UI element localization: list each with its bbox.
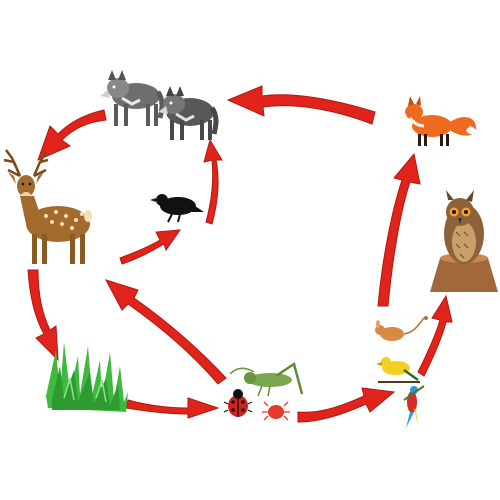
deer-icon [3,149,92,264]
arrow-wolves-to-deer [37,109,107,161]
mouse-icon [375,316,428,341]
arrow-fox-to-wolves [226,85,376,125]
arrow-insects-to-small-animals [297,387,396,423]
insects-icon [223,361,304,421]
grasshopper-icon [229,361,304,397]
grass-icon [46,342,128,412]
arrow-small-animals-to-owl [417,294,453,377]
crow-icon [150,194,204,223]
yellow-bird-icon [376,357,420,383]
arrow-deer-to-crow [119,229,182,265]
wolf-pair-icon [100,70,219,140]
arrow-grass-to-insects [125,397,220,419]
wolf-icon [158,86,219,140]
parrot-icon [403,385,425,428]
owl-icon [430,190,498,292]
ladybug-icon [223,389,253,417]
small-animals-icon [375,316,428,428]
arrows-layer [27,85,453,423]
fox-icon [398,96,477,146]
arrow-crow-to-wolves [203,138,223,225]
arrow-deer-to-grass [27,269,59,362]
mite-icon [262,401,290,421]
wolf-icon [100,70,165,126]
arrow-insects-to-deer [104,279,227,385]
arrow-small-animals-to-fox [377,152,421,307]
